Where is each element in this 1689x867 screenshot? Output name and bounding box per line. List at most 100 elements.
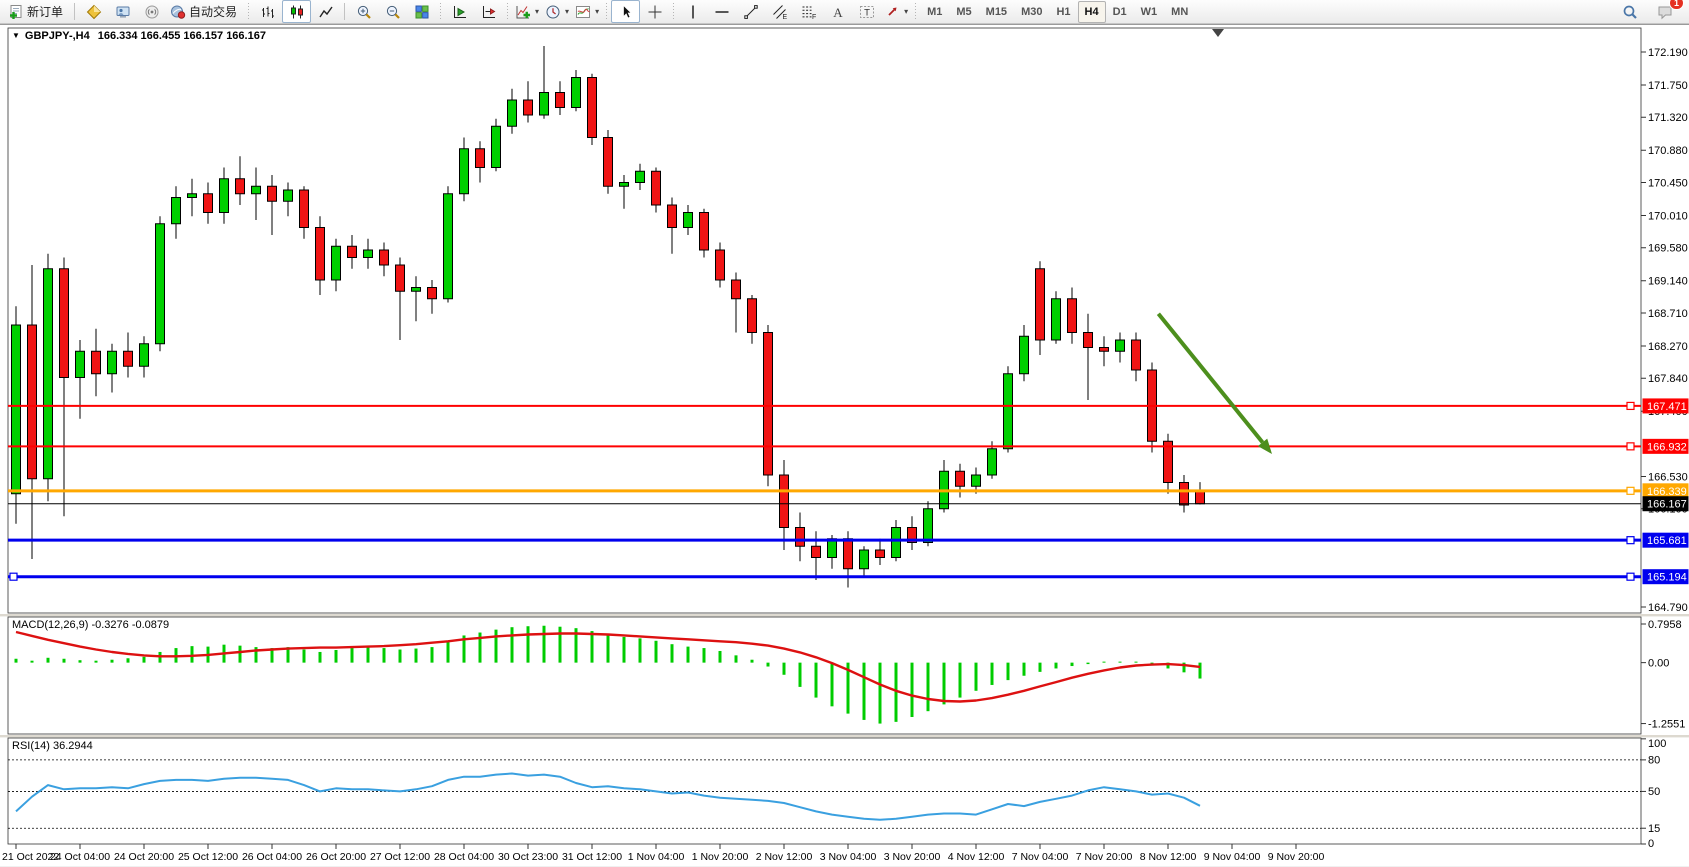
bear-candle bbox=[1083, 332, 1093, 348]
timeframe-d1-button[interactable]: D1 bbox=[1112, 5, 1127, 18]
vertical-line-button[interactable] bbox=[678, 0, 707, 23]
bear-candle bbox=[651, 170, 661, 206]
svg-text:166.339: 166.339 bbox=[1647, 486, 1687, 498]
chart-shift-button[interactable] bbox=[474, 0, 503, 23]
toolbar: 新订单 自动交易 ▾ ▾ ▾ E F A T ▾ M1 M5 M15 M30 H1 H4 D1 W1 MN 1 bbox=[0, 0, 1689, 24]
chevron-down-icon[interactable]: ▾ bbox=[904, 7, 909, 16]
zoom-out-button[interactable] bbox=[378, 0, 407, 23]
svg-text:4 Nov 12:00: 4 Nov 12:00 bbox=[948, 851, 1005, 863]
templates-icon bbox=[576, 5, 591, 18]
text-button[interactable]: A bbox=[823, 0, 852, 23]
bull-candle bbox=[1051, 298, 1061, 341]
macd-pane[interactable] bbox=[14, 625, 1202, 724]
bar-chart-button[interactable] bbox=[253, 0, 282, 23]
bear-candle bbox=[347, 245, 357, 258]
timeframe-m15-button[interactable]: M15 bbox=[985, 5, 1008, 18]
new-order-button[interactable]: 新订单 bbox=[4, 0, 70, 23]
bear-candle bbox=[299, 189, 309, 228]
svg-text:21 Oct 2022: 21 Oct 2022 bbox=[2, 851, 59, 863]
timeframe-h4-button[interactable]: H4 bbox=[1077, 0, 1106, 23]
horizontal-line-icon bbox=[715, 10, 729, 13]
toolbar-separator bbox=[672, 3, 676, 20]
toolbar-separator bbox=[439, 3, 443, 20]
notification-badge: 1 bbox=[1668, 0, 1684, 10]
tile-windows-icon bbox=[415, 5, 429, 19]
equidistant-channel-button[interactable]: E bbox=[765, 0, 794, 23]
chevron-down-icon[interactable]: ▾ bbox=[565, 7, 570, 16]
crosshair-button[interactable] bbox=[640, 0, 669, 23]
timeframe-w1-button[interactable]: W1 bbox=[1140, 5, 1158, 18]
candlestick-chart-button[interactable] bbox=[282, 0, 312, 23]
notifications-button[interactable]: 1 bbox=[1650, 0, 1684, 23]
timeframe-h1-button[interactable]: H1 bbox=[1056, 5, 1071, 18]
bull-candle bbox=[507, 99, 517, 127]
arrows-button[interactable]: ▾ bbox=[881, 0, 911, 23]
bear-candle bbox=[379, 249, 389, 266]
svg-text:F: F bbox=[812, 14, 816, 20]
chart-panes bbox=[0, 27, 1689, 845]
bull-candle bbox=[987, 448, 997, 476]
horizontal-lines[interactable] bbox=[8, 401, 1641, 581]
zoom-out-icon bbox=[386, 5, 400, 19]
search-button[interactable] bbox=[1615, 0, 1644, 23]
svg-text:167.840: 167.840 bbox=[1648, 373, 1688, 385]
timeframe-m5-button[interactable]: M5 bbox=[956, 5, 972, 18]
svg-text:50: 50 bbox=[1648, 786, 1660, 798]
signals-button[interactable] bbox=[137, 0, 166, 23]
svg-text:7 Nov 20:00: 7 Nov 20:00 bbox=[1076, 851, 1133, 863]
rsi-pane[interactable] bbox=[8, 759, 1641, 829]
text-label-button[interactable]: T bbox=[852, 0, 881, 23]
trendline-button[interactable] bbox=[736, 0, 765, 23]
chevron-down-icon[interactable]: ▾ bbox=[535, 7, 540, 16]
horizontal-line-button[interactable] bbox=[707, 0, 736, 23]
candles[interactable] bbox=[11, 46, 1205, 588]
bear-candle bbox=[699, 212, 709, 251]
collapse-arrow-icon[interactable]: ▼ bbox=[12, 31, 20, 40]
bull-candle bbox=[187, 193, 197, 198]
bull-candle bbox=[859, 549, 869, 570]
bear-candle bbox=[123, 350, 133, 367]
bear-candle bbox=[715, 249, 725, 281]
trend-arrow[interactable] bbox=[1156, 312, 1272, 454]
svg-text:31 Oct 12:00: 31 Oct 12:00 bbox=[562, 851, 622, 863]
terminal-button[interactable] bbox=[108, 0, 137, 23]
svg-text:24 Oct 04:00: 24 Oct 04:00 bbox=[50, 851, 110, 863]
svg-text:170.010: 170.010 bbox=[1648, 210, 1688, 222]
cursor-button[interactable] bbox=[611, 0, 641, 23]
chart-window[interactable]: 172.190 171.750 171.320 170.880 170.450 170.0… bbox=[0, 24, 1689, 866]
svg-text:3 Nov 04:00: 3 Nov 04:00 bbox=[820, 851, 877, 863]
svg-text:166.167: 166.167 bbox=[1647, 499, 1687, 511]
indicators-button[interactable]: ▾ bbox=[512, 0, 542, 23]
line-handle bbox=[9, 572, 18, 581]
bear-candle bbox=[27, 324, 37, 480]
line-handle bbox=[1626, 442, 1635, 451]
toolbar-right: 1 bbox=[1615, 0, 1689, 23]
zoom-in-button[interactable] bbox=[349, 0, 378, 23]
timeframe-mn-button[interactable]: MN bbox=[1171, 5, 1189, 18]
bear-candle bbox=[395, 264, 405, 292]
metaeditor-button[interactable] bbox=[79, 0, 108, 23]
svg-text:25 Oct 12:00: 25 Oct 12:00 bbox=[178, 851, 238, 863]
chevron-down-icon[interactable]: ▾ bbox=[595, 7, 600, 16]
svg-text:167.471: 167.471 bbox=[1647, 401, 1687, 413]
bull-candle bbox=[459, 148, 469, 195]
autotrading-button[interactable]: 自动交易 bbox=[166, 0, 244, 23]
chart-shift-marker[interactable] bbox=[1212, 29, 1224, 37]
bull-candle bbox=[11, 324, 21, 495]
ohlc-values: 166.334 166.455 166.157 166.167 bbox=[97, 30, 266, 42]
bull-candle bbox=[491, 125, 501, 168]
timeframe-m1-button[interactable]: M1 bbox=[927, 5, 943, 18]
fibonacci-button[interactable]: F bbox=[794, 0, 823, 23]
bull-candle bbox=[75, 350, 85, 378]
timeframe-m30-button[interactable]: M30 bbox=[1021, 5, 1043, 18]
auto-scroll-button[interactable] bbox=[445, 0, 474, 23]
periods-button[interactable]: ▾ bbox=[542, 0, 572, 23]
bear-candle bbox=[1131, 339, 1141, 371]
tile-windows-button[interactable] bbox=[407, 0, 436, 23]
bear-candle bbox=[267, 185, 277, 202]
templates-button[interactable]: ▾ bbox=[572, 0, 602, 23]
svg-text:169.580: 169.580 bbox=[1648, 243, 1688, 255]
trendline-icon bbox=[743, 4, 758, 19]
line-chart-button[interactable] bbox=[311, 0, 340, 23]
